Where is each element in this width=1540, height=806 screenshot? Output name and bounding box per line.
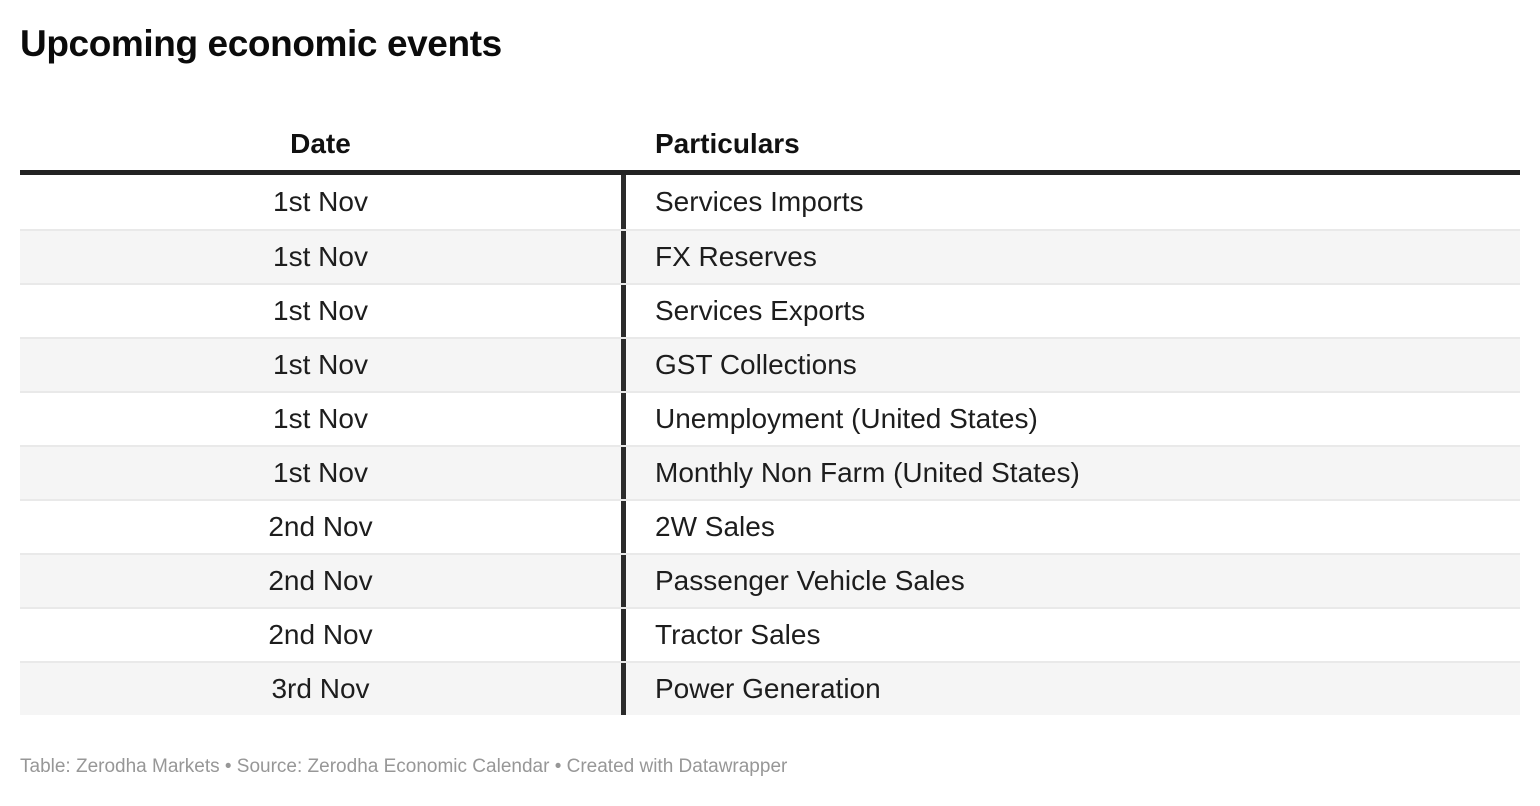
date-cell: 2nd Nov: [268, 565, 373, 597]
particulars-cell: Monthly Non Farm (United States): [621, 447, 1520, 500]
date-cell: 1st Nov: [273, 349, 368, 381]
particulars-cell: Passenger Vehicle Sales: [621, 555, 1520, 608]
particulars-cell: GST Collections: [621, 339, 1520, 392]
economic-events-table: Upcoming economic events Date Particular…: [0, 22, 1540, 778]
particulars-cell: Unemployment (United States): [621, 393, 1520, 446]
table-body: 1st Nov Services Imports 1st Nov FX Rese…: [20, 175, 1520, 716]
particulars-cell: Services Exports: [621, 285, 1520, 338]
table-row: 1st Nov GST Collections: [20, 337, 1520, 392]
particulars-cell: Tractor Sales: [621, 609, 1520, 662]
column-header-particulars: Particulars: [655, 128, 800, 160]
page-title: Upcoming economic events: [20, 23, 502, 64]
table-row: 1st Nov Unemployment (United States): [20, 391, 1520, 446]
particulars-cell: 2W Sales: [621, 501, 1520, 554]
table-row: 1st Nov FX Reserves: [20, 229, 1520, 284]
attribution-footer: Table: Zerodha Markets • Source: Zerodha…: [20, 756, 788, 778]
table-row: 1st Nov Services Exports: [20, 283, 1520, 338]
date-cell: 1st Nov: [273, 403, 368, 435]
table-row: 2nd Nov Tractor Sales: [20, 607, 1520, 662]
date-cell: 3rd Nov: [271, 673, 370, 705]
table-header-row: Date Particulars: [20, 118, 1520, 176]
column-header-date: Date: [290, 128, 351, 160]
date-cell: 1st Nov: [273, 241, 368, 273]
table-row: 1st Nov Monthly Non Farm (United States): [20, 445, 1520, 500]
particulars-cell: Power Generation: [621, 663, 1520, 716]
date-cell: 1st Nov: [273, 457, 368, 489]
particulars-cell: FX Reserves: [621, 231, 1520, 284]
date-cell: 1st Nov: [273, 295, 368, 327]
date-cell: 2nd Nov: [268, 619, 373, 651]
table-row: 2nd Nov Passenger Vehicle Sales: [20, 553, 1520, 608]
date-cell: 2nd Nov: [268, 511, 373, 543]
date-cell: 1st Nov: [273, 186, 368, 218]
table-row: 1st Nov Services Imports: [20, 175, 1520, 230]
table-row: 2nd Nov 2W Sales: [20, 499, 1520, 554]
table-row: 3rd Nov Power Generation: [20, 661, 1520, 716]
particulars-cell: Services Imports: [621, 175, 1520, 230]
